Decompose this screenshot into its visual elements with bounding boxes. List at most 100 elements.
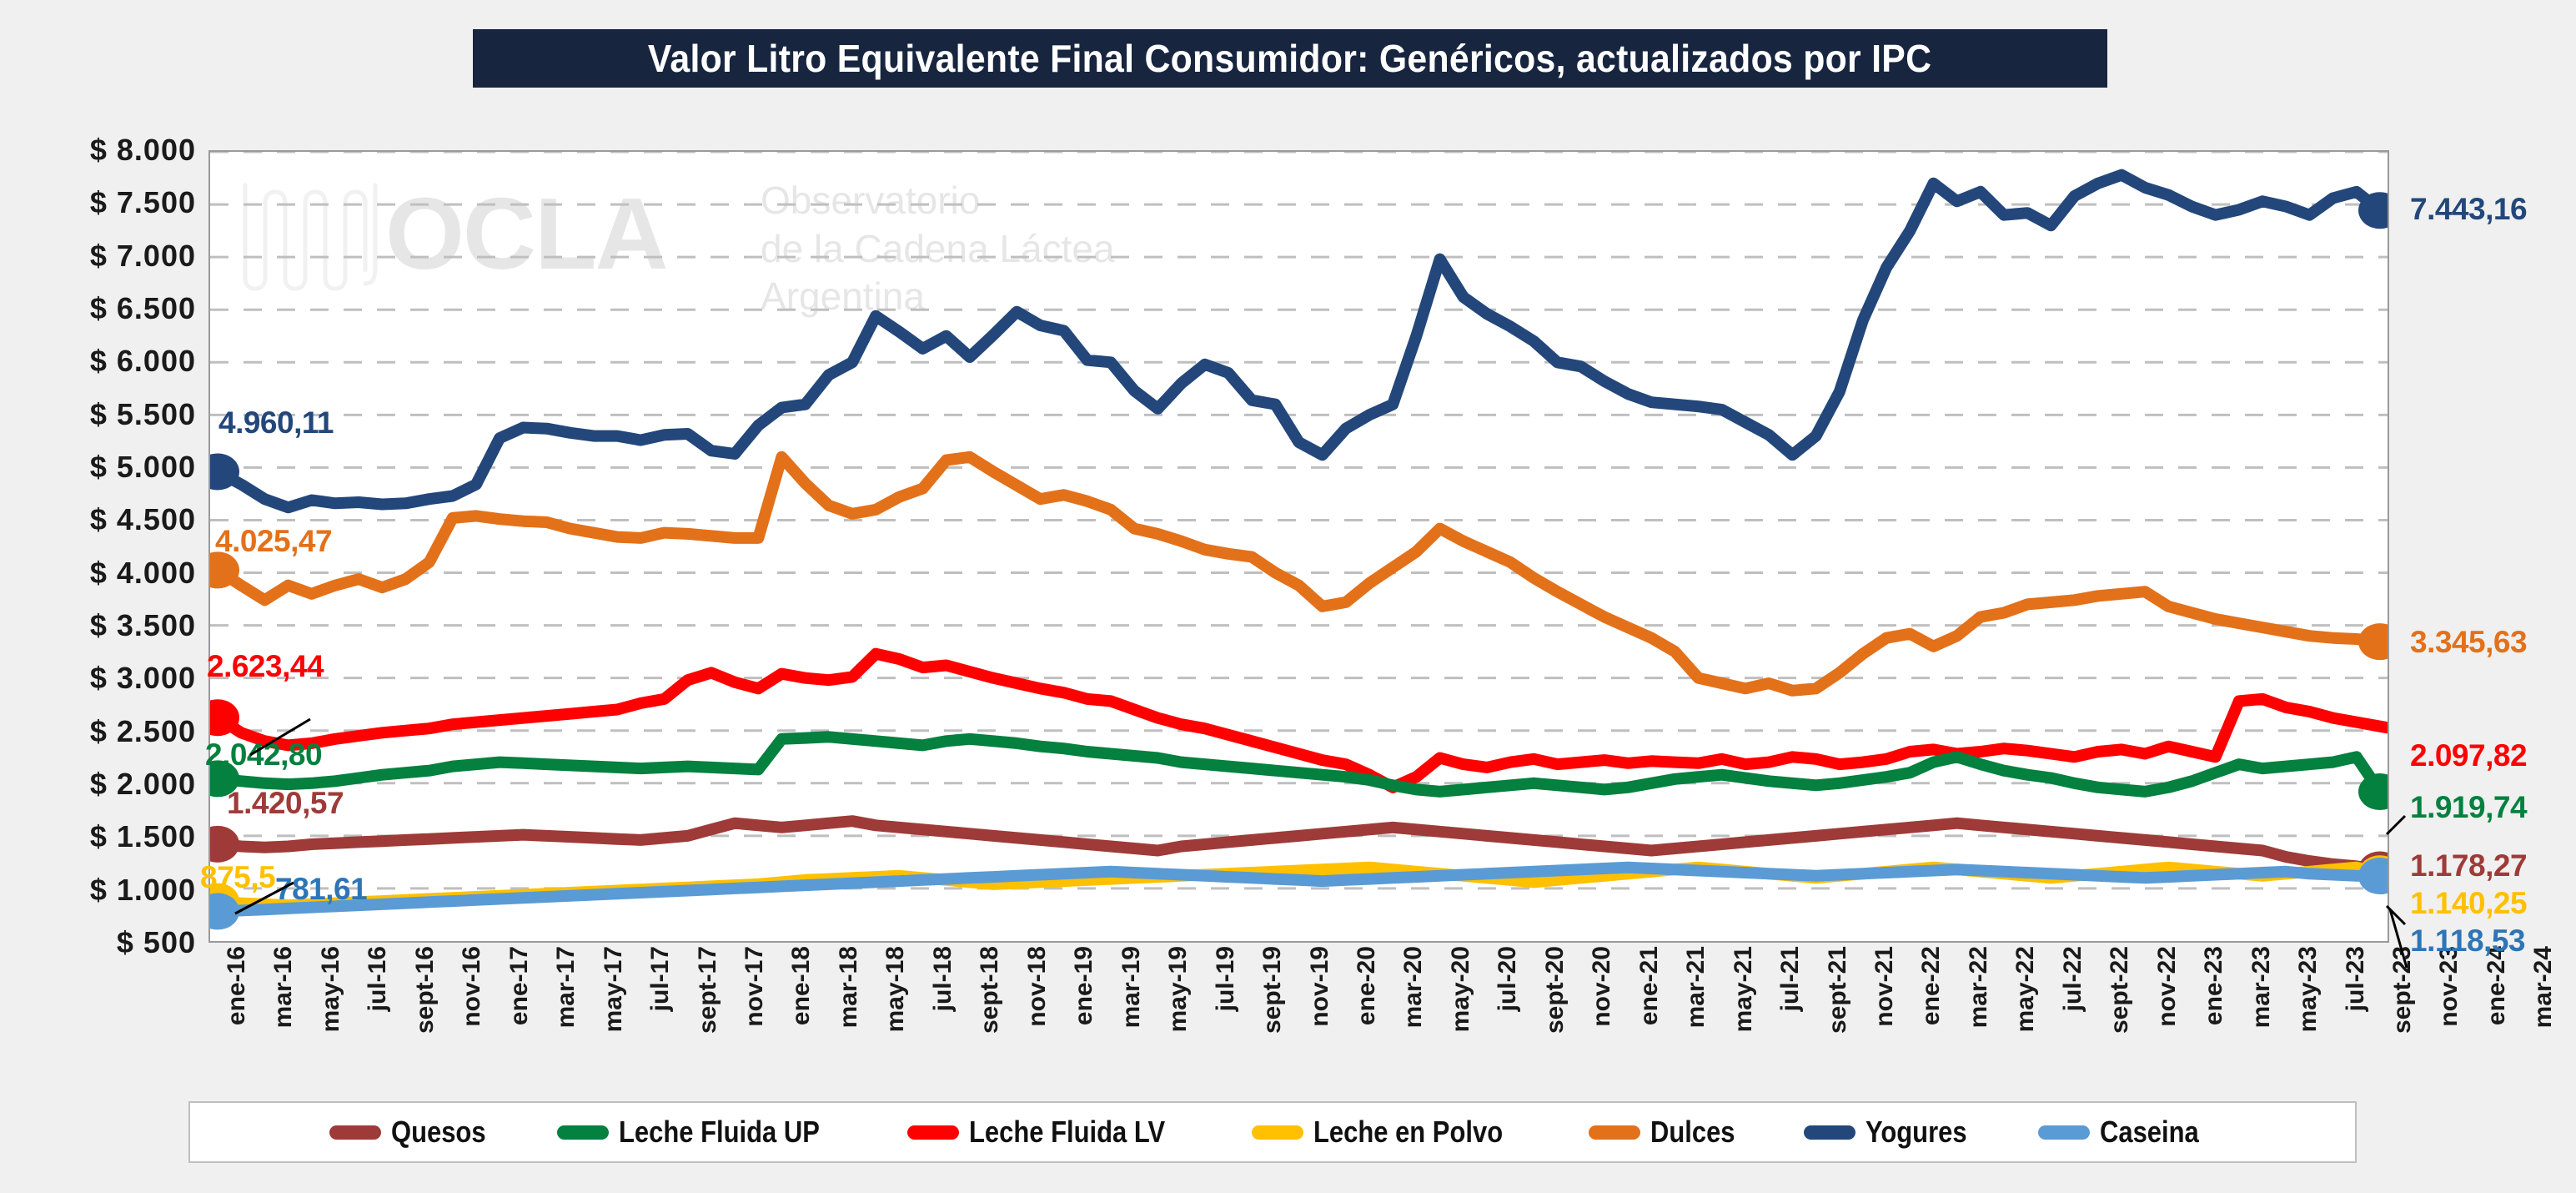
y-axis-tick-label: $ 6.500 [89,291,196,325]
x-axis-tick-label: may-22 [2011,946,2040,1033]
x-axis-tick-label: sept-20 [1540,946,1569,1034]
chart-legend: Quesos Leche Fluida UP Leche Fluida LV Lech… [188,1101,2357,1163]
y-axis-tick-label: $ 7.000 [89,238,196,273]
plot-area: OCLA Observatorio de la Cadena Láctea Ar… [208,150,2389,943]
value-label-right-leche-fluida-up: 1.919,74 [2410,790,2528,825]
series-canvas [210,152,2388,930]
y-axis-tick-label: $ 4.000 [89,555,196,590]
series-line-leche-fluida-up [218,737,2380,792]
x-axis-tick-label: sept-16 [410,946,439,1034]
x-axis-tick-label: may-19 [1164,946,1193,1033]
x-axis-tick-label: mar-24 [2529,946,2558,1029]
x-axis-tick-label: jul-20 [1494,946,1522,1012]
x-axis-tick-label: ene-22 [1917,946,1946,1026]
x-axis: ene-16 mar-16 may-16 jul-16 sept-16 nov-16 ene… [208,946,2557,1113]
legend-item-leche-fluida-lv[interactable]: Leche Fluida LV [906,1115,1197,1150]
value-label-right-leche-fluida-lv: 2.097,82 [2410,737,2528,773]
x-axis-tick-label: mar-23 [2247,946,2275,1029]
y-axis-tick-label: $ 6.000 [89,344,196,379]
x-axis-tick-label: jul-21 [1776,946,1805,1012]
x-axis-tick-label: may-20 [1446,946,1474,1033]
x-axis-tick-label: ene-19 [1070,946,1098,1026]
legend-item-quesos[interactable]: Quesos [329,1115,501,1150]
x-axis-tick-label: nov-23 [2435,946,2463,1027]
x-axis-tick-label: mar-16 [269,946,298,1029]
legend-item-caseina[interactable]: Caseina [2038,1115,2215,1150]
x-axis-tick-label: mar-20 [1399,946,1428,1029]
series-endpoint-marker [210,825,239,863]
x-axis-tick-label: ene-16 [223,946,250,1026]
legend-item-leche-en-polvo[interactable]: Leche en Polvo [1251,1115,1534,1150]
legend-swatch-icon [1804,1125,1856,1140]
x-axis-tick-label: sept-18 [976,946,1004,1034]
x-axis-tick-label: nov-20 [1588,946,1616,1027]
y-axis-tick-label: $ 2.000 [89,767,196,801]
series-line-caseina [218,868,2380,912]
y-axis-tick-label: $ 3.000 [89,661,196,696]
x-axis-tick-label: may-18 [881,946,910,1033]
value-label-right-dulces: 3.345,63 [2410,624,2528,659]
x-axis-tick-label: may-17 [599,946,627,1033]
x-axis-tick-label: ene-20 [1352,946,1380,1026]
value-label-right-leche-en-polvo: 1.140,25 [2410,885,2528,920]
legend-item-yogures[interactable]: Yogures [1804,1115,1983,1150]
x-axis-tick-label: sept-23 [2388,946,2416,1034]
x-axis-tick-label: jul-18 [928,946,957,1012]
x-axis-tick-label: mar-19 [1117,946,1145,1029]
x-axis-tick-label: sept-21 [1823,946,1851,1034]
legend-swatch-icon [1251,1125,1303,1140]
x-axis-tick-label: sept-22 [2106,946,2134,1034]
x-axis-tick-label: nov-22 [2152,946,2181,1027]
x-axis-tick-label: sept-19 [1258,946,1287,1034]
chart-title-bar: Valor Litro Equivalente Final Consumidor… [473,29,2107,88]
series-line-dulces [218,457,2380,691]
value-label-right-yogures: 7.443,16 [2410,191,2528,226]
x-axis-tick-label: nov-18 [1022,946,1051,1027]
legend-swatch-icon [2038,1125,2091,1140]
y-axis-tick-label: $ 7.500 [89,185,196,220]
legend-swatch-icon [1589,1125,1641,1140]
x-axis-tick-label: mar-21 [1682,946,1710,1029]
x-axis-tick-label: may-23 [2294,946,2322,1033]
y-axis-tick-label: $ 8.000 [89,133,196,167]
x-axis-tick-label: mar-22 [1964,946,1992,1029]
x-axis-tick-label: may-16 [316,946,344,1033]
y-axis-tick-label: $ 5.500 [89,396,196,431]
legend-item-label: Yogures [1865,1115,1967,1149]
series-endpoint-marker [210,699,239,737]
legend-item-label: Leche en Polvo [1313,1115,1504,1149]
value-label-right-quesos: 1.178,27 [2410,848,2528,883]
x-axis-tick-label: nov-17 [741,946,769,1027]
series-endpoint-marker [210,453,239,491]
series-endpoint-marker [2358,192,2388,229]
series-line-quesos [218,821,2380,869]
x-axis-tick-label: ene-17 [505,946,533,1026]
y-axis-tick-label: $ 5.000 [89,450,196,484]
x-axis-tick-label: jul-23 [2341,946,2369,1012]
y-axis-tick-label: $ 3.500 [89,608,196,642]
series-line-yogures [218,175,2380,508]
legend-swatch-icon [556,1125,609,1140]
x-axis-tick-label: nov-19 [1305,946,1333,1027]
legend-item-dulces[interactable]: Dulces [1589,1115,1749,1150]
x-axis-tick-label: may-21 [1729,946,1757,1033]
series-endpoint-marker [210,760,239,798]
y-axis: $ 500 $ 1.000 $ 1.500 $ 2.000 $ 2.500 $ 3.000… [0,133,196,959]
x-axis-tick-label: ene-21 [1634,946,1663,1026]
x-axis-tick-label: jul-16 [364,946,392,1012]
x-axis-tick-label: nov-21 [1870,946,1898,1027]
page-title: Valor Litro Equivalente Final Consumidor… [648,37,1932,80]
series-endpoint-marker [210,551,239,589]
legend-item-label: Quesos [391,1115,487,1149]
legend-item-label: Leche Fluida LV [968,1115,1165,1149]
legend-swatch-icon [906,1125,959,1140]
series-endpoint-marker [2358,773,2388,811]
x-axis-tick-label: mar-18 [834,946,862,1029]
legend-item-leche-fluida-up[interactable]: Leche Fluida UP [556,1115,852,1150]
x-axis-tick-label: ene-23 [2200,946,2228,1026]
x-axis-tick-label: nov-16 [458,946,486,1027]
series-endpoint-marker [210,893,239,930]
legend-item-label: Dulces [1650,1115,1735,1149]
y-axis-tick-label: $ 500 [116,925,196,959]
